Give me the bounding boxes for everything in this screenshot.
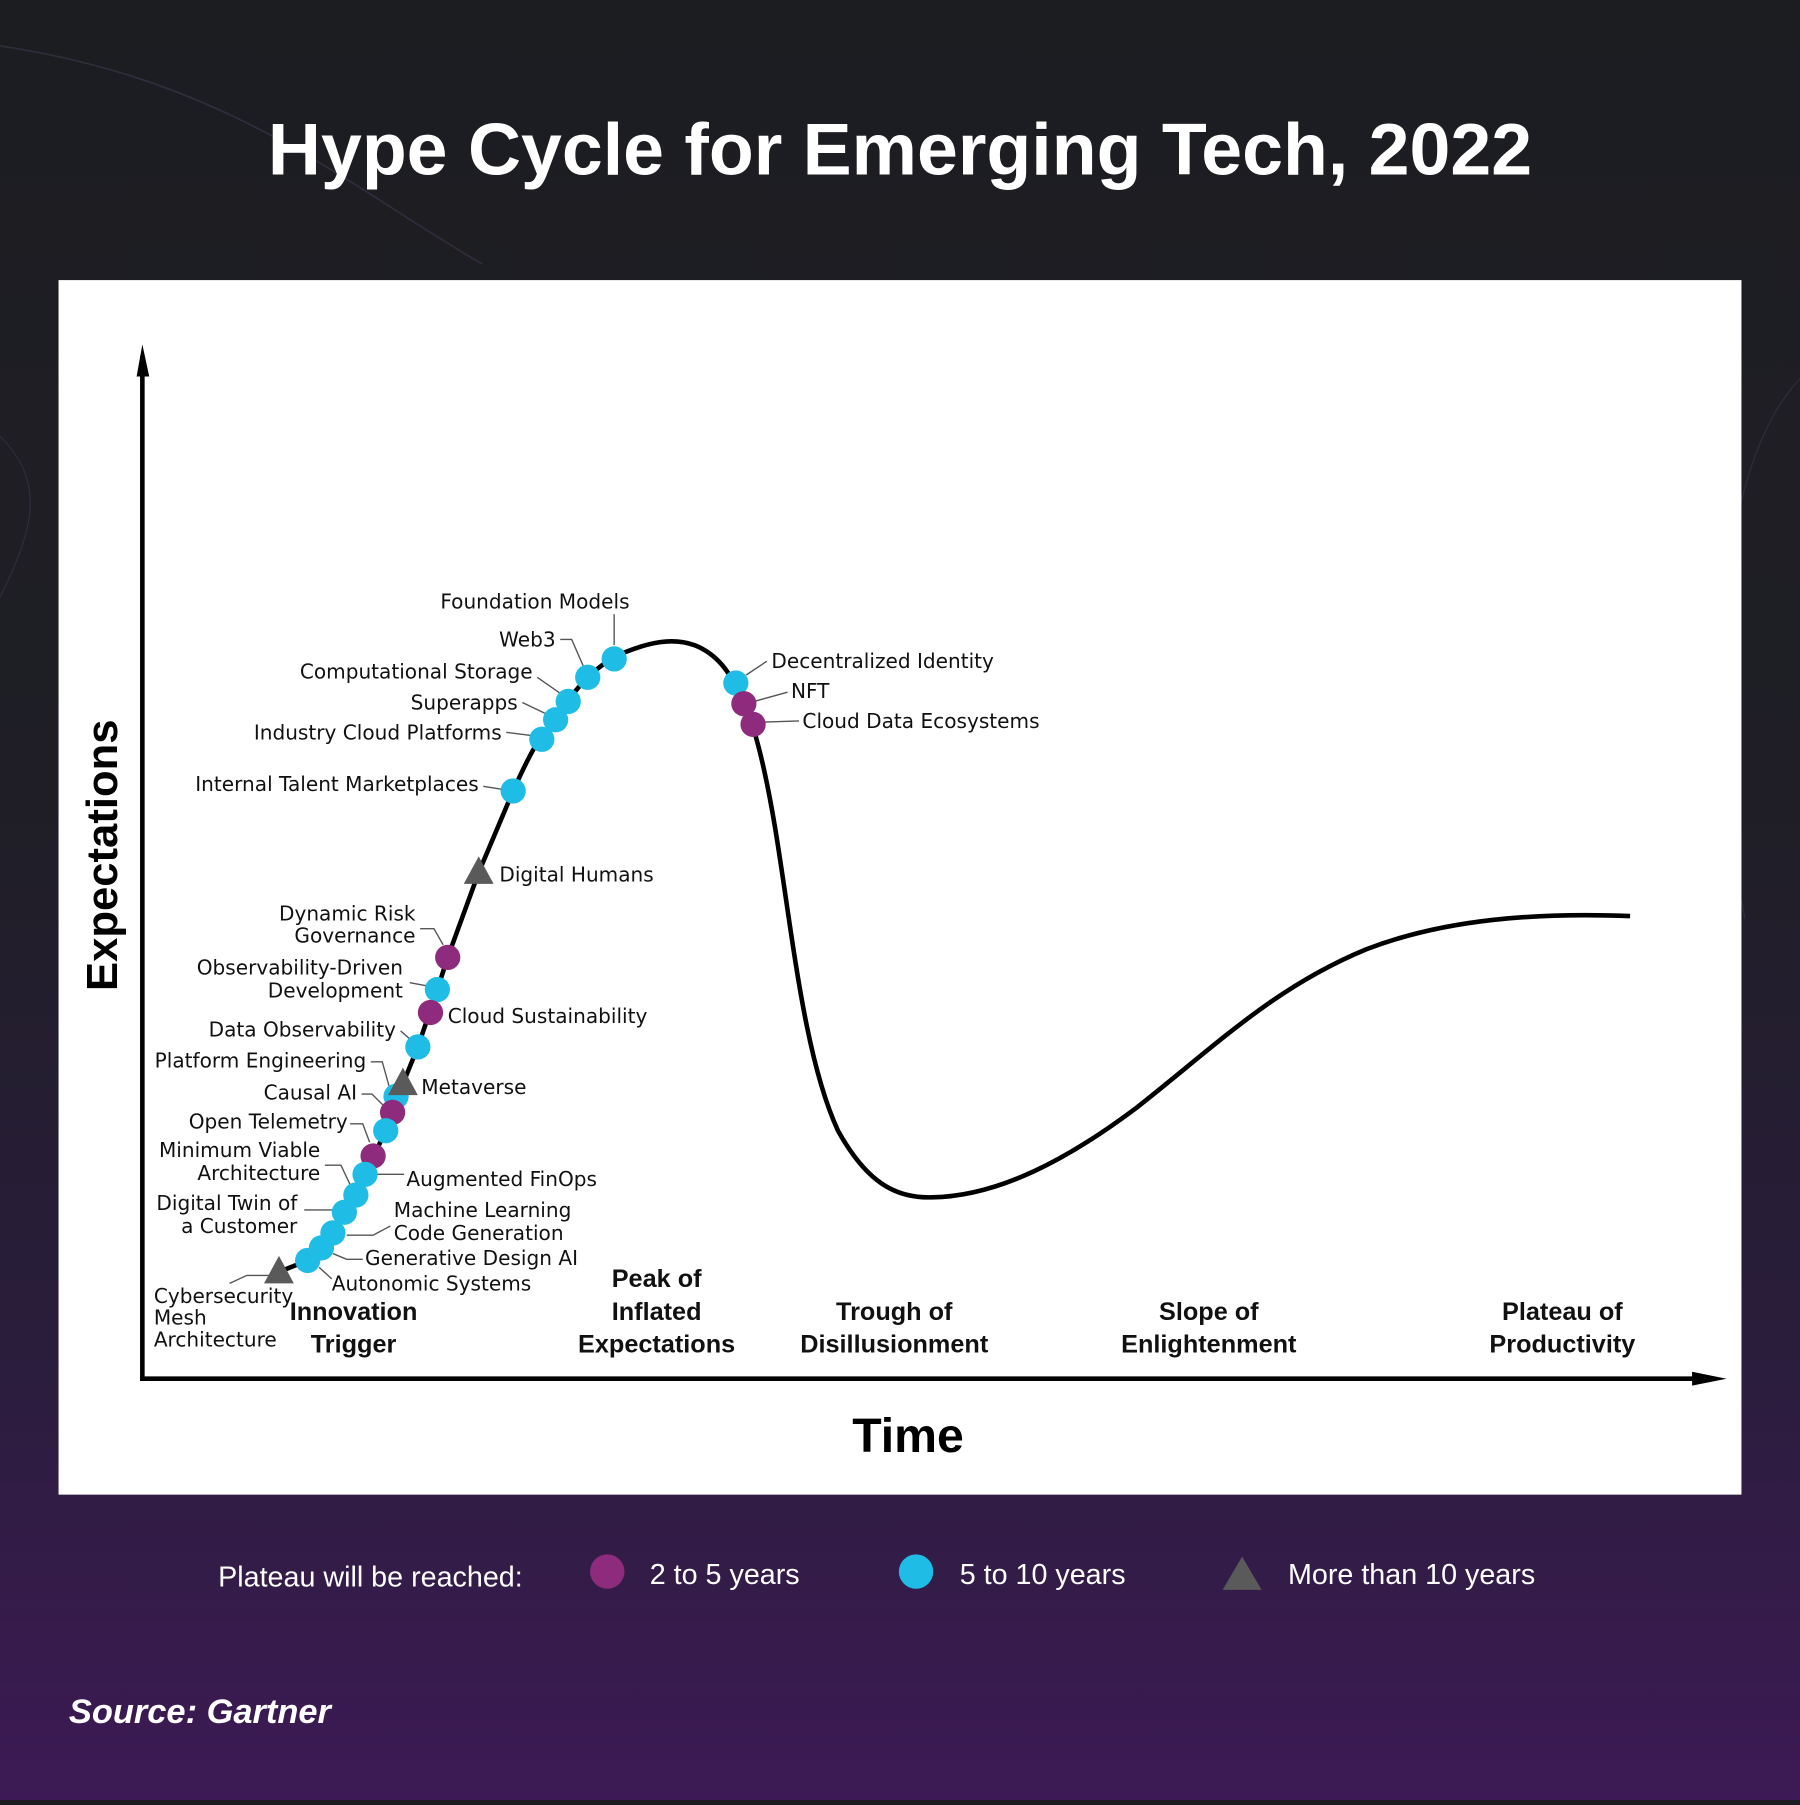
item-label-computational-storage: Computational Storage <box>300 659 533 683</box>
x-axis-arrow-icon <box>1692 1371 1727 1386</box>
legend: Plateau will be reached: 2 to 5 years 5 … <box>218 1554 1535 1593</box>
phase-label-peak-of-inflated-expectations: Peak of Inflated Expectations <box>578 1265 735 1358</box>
leader-line-minimum-viable-architecture <box>324 1164 351 1185</box>
leader-line-open-telemetry <box>350 1123 371 1143</box>
y-axis-label: Expectations <box>79 720 127 991</box>
page-title: Hype Cycle for Emerging Tech, 2022 <box>268 107 1532 190</box>
marker-foundation-models <box>601 646 627 672</box>
marker-decentralized-identity <box>723 670 749 696</box>
phase-label-slope-of-enlightenment: Slope of Enlightenment <box>1121 1298 1297 1358</box>
legend-marker-more-than-10 <box>1222 1556 1262 1590</box>
item-label-dynamic-risk-governance: Dynamic Risk Governance <box>279 902 416 948</box>
legend-marker-5-to-10 <box>898 1554 934 1589</box>
marker-observability-driven-development <box>424 976 450 1003</box>
leader-lines <box>229 614 800 1285</box>
item-label-superapps: Superapps <box>411 690 518 714</box>
leader-line-cloud-data-ecosystems <box>764 720 800 723</box>
marker-augmented-finops <box>352 1161 378 1187</box>
item-label-foundation-models: Foundation Models <box>440 589 629 613</box>
item-labels: Foundation Models Web3 Computational Stora… <box>154 589 1040 1351</box>
item-label-observability-driven-development: Observability-Driven Development <box>197 956 403 1003</box>
item-label-autonomic-systems: Autonomic Systems <box>332 1271 532 1295</box>
marker-data-observability <box>405 1034 431 1060</box>
item-label-machine-learning-code-generation: Machine Learning Code Generation <box>394 1198 572 1245</box>
item-label-minimum-viable-architecture: Minimum Viable Architecture <box>159 1138 320 1185</box>
marker-dynamic-risk-governance <box>435 944 461 971</box>
item-label-cloud-sustainability: Cloud Sustainability <box>448 1004 648 1028</box>
chart-card <box>58 280 1742 1495</box>
marker-autonomic-systems <box>295 1247 321 1274</box>
leader-line-autonomic-systems <box>318 1266 333 1280</box>
marker-internal-talent-marketplaces <box>500 778 526 804</box>
item-markers <box>264 646 766 1284</box>
item-label-augmented-finops: Augmented FinOps <box>406 1167 597 1191</box>
leader-line-observability-driven-development <box>409 981 429 987</box>
item-label-internal-talent-marketplaces: Internal Talent Marketplaces <box>195 772 478 796</box>
item-label-cybersecurity-mesh-architecture: Cybersecurity Mesh Architecture <box>154 1284 294 1352</box>
leader-line-dynamic-risk-governance <box>420 928 444 946</box>
x-axis <box>140 1371 1727 1386</box>
legend-label-2-to-5: 2 to 5 years <box>650 1559 800 1591</box>
marker-superapps <box>542 707 569 733</box>
leader-line-nft <box>754 691 788 703</box>
leader-line-cybersecurity-mesh-architecture <box>229 1274 274 1285</box>
phase-label-plateau-of-productivity: Plateau of Productivity <box>1489 1298 1635 1358</box>
x-axis-label: Time <box>852 1409 964 1463</box>
y-axis <box>136 344 150 1381</box>
item-label-platform-engineering: Platform Engineering <box>155 1049 367 1073</box>
item-label-metaverse: Metaverse <box>421 1075 526 1099</box>
legend-label-more-than-10: More than 10 years <box>1288 1559 1535 1591</box>
leader-line-machine-learning-code-generation <box>346 1225 391 1236</box>
item-label-decentralized-identity: Decentralized Identity <box>771 649 994 673</box>
phase-label-innovation-trigger: Innovation Trigger <box>290 1298 418 1358</box>
leader-line-causal-ai <box>361 1093 387 1109</box>
item-label-nft: NFT <box>791 679 830 703</box>
marker-digital-humans-triangle-icon <box>463 856 494 884</box>
item-label-causal-ai: Causal AI <box>264 1081 357 1105</box>
legend-marker-2-to-5 <box>590 1554 625 1589</box>
marker-web3 <box>575 664 601 690</box>
item-label-cloud-data-ecosystems: Cloud Data Ecosystems <box>802 709 1039 733</box>
marker-cybersecurity-mesh-architecture-triangle-icon <box>264 1255 294 1284</box>
item-label-digital-humans: Digital Humans <box>499 863 653 887</box>
leader-line-platform-engineering <box>370 1061 391 1091</box>
marker-nft <box>731 691 757 717</box>
leader-line-computational-storage <box>536 676 561 694</box>
phase-labels: Innovation Trigger Peak of Inflated Expectat… <box>290 1265 1636 1358</box>
item-label-industry-cloud-platforms: Industry Cloud Platforms <box>254 720 502 744</box>
phase-label-trough-of-disillusionment: Trough of Disillusionment <box>800 1298 989 1358</box>
marker-cloud-sustainability <box>417 999 444 1026</box>
item-label-web3: Web3 <box>499 627 556 651</box>
item-label-data-observability: Data Observability <box>209 1018 396 1042</box>
leader-line-decentralized-identity <box>745 660 768 676</box>
leader-line-web3 <box>560 638 584 667</box>
leader-line-generative-design-ai <box>332 1252 363 1260</box>
marker-computational-storage <box>555 688 581 715</box>
y-axis-arrow-icon <box>136 344 150 377</box>
source-note: Source: Gartner <box>69 1693 333 1731</box>
marker-unlabeled <box>343 1182 369 1208</box>
item-label-generative-design-ai: Generative Design AI <box>365 1246 578 1270</box>
marker-open-telemetry <box>373 1118 399 1144</box>
marker-cloud-data-ecosystems <box>740 711 766 737</box>
marker-industry-cloud-platforms <box>529 726 555 752</box>
leader-line-superapps <box>522 701 547 715</box>
marker-metaverse-triangle-icon <box>388 1067 418 1096</box>
legend-heading: Plateau will be reached: <box>218 1561 523 1593</box>
item-label-open-telemetry: Open Telemetry <box>189 1109 348 1133</box>
item-label-digital-twin-of-a-customer: Digital Twin of a Customer <box>156 1191 298 1238</box>
legend-label-5-to-10: 5 to 10 years <box>960 1559 1126 1591</box>
leader-line-industry-cloud-platforms <box>506 731 534 737</box>
